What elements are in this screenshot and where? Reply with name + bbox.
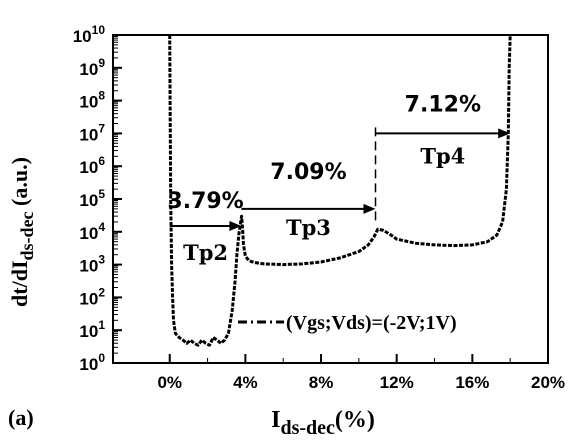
y-tick-label: 1010 <box>73 23 106 46</box>
y-tick-label: 100 <box>79 351 105 374</box>
svg-text:Ids-dec(%): Ids-dec(%) <box>271 407 375 439</box>
y-tick-label: 107 <box>79 121 105 144</box>
svg-text:dt/dIds-dec (a.u.): dt/dIds-dec (a.u.) <box>7 157 37 307</box>
x-tick-label: 12% <box>380 373 414 392</box>
series-line <box>168 34 512 347</box>
y-tick-label: 101 <box>79 318 105 341</box>
x-tick-label: 20% <box>531 373 565 392</box>
x-axis-ticks: 0% 4% 8% 12% 16% 20% <box>157 354 565 392</box>
phase-name-label: Tp3 <box>286 215 331 240</box>
x-tick-label: 16% <box>455 373 489 392</box>
x-tick-label: 8% <box>309 373 334 392</box>
y-tick-label: 102 <box>79 285 105 308</box>
phase-arrow-head <box>498 128 511 139</box>
phase-percent-label: 7.12% <box>405 92 481 117</box>
x-axis-label-suffix: (%) <box>335 407 375 433</box>
y-axis-label-sub: ds-dec <box>17 211 37 260</box>
y-tick-label: 105 <box>79 187 105 210</box>
phase-percent-label: 3.79% <box>167 189 243 214</box>
y-tick-label: 108 <box>79 89 105 112</box>
y-axis-ticks: 100 101 102 103 104 105 106 107 108 109 1010 <box>73 23 122 374</box>
x-axis-label-main: I <box>271 407 280 433</box>
y-tick-label: 103 <box>79 253 105 276</box>
phase-name-label: Tp2 <box>183 240 228 265</box>
phase-arrow-head <box>363 203 376 214</box>
plot-area: 100 101 102 103 104 105 106 107 108 109 1010 0% 4% 8… <box>73 23 565 392</box>
y-axis-label: dt/dIds-dec (a.u.) <box>7 157 37 307</box>
y-tick-label: 104 <box>79 220 105 243</box>
y-axis-label-main: dt/dI <box>7 260 32 306</box>
legend-label: (Vgs;Vds)=(-2V;1V) <box>286 312 457 334</box>
phase-name-label: Tp4 <box>420 143 465 168</box>
phase-arrow-head <box>229 221 242 232</box>
x-tick-label: 0% <box>157 373 182 392</box>
panel-label: (a) <box>8 405 34 430</box>
x-axis-label: Ids-dec(%) <box>271 407 375 439</box>
arrow-layer: 3.79% Tp2 7.09% Tp3 7.12% Tp4 <box>167 92 511 265</box>
y-tick-label: 106 <box>79 154 105 177</box>
phase-percent-label: 7.09% <box>270 160 346 185</box>
y-tick-label: 109 <box>79 56 105 79</box>
x-axis-label-sub: ds-dec <box>280 417 335 439</box>
y-axis-label-suffix: (a.u.) <box>7 157 32 211</box>
series-layer <box>168 34 512 347</box>
legend: (Vgs;Vds)=(-2V;1V) <box>238 312 457 334</box>
x-tick-label: 4% <box>233 373 258 392</box>
